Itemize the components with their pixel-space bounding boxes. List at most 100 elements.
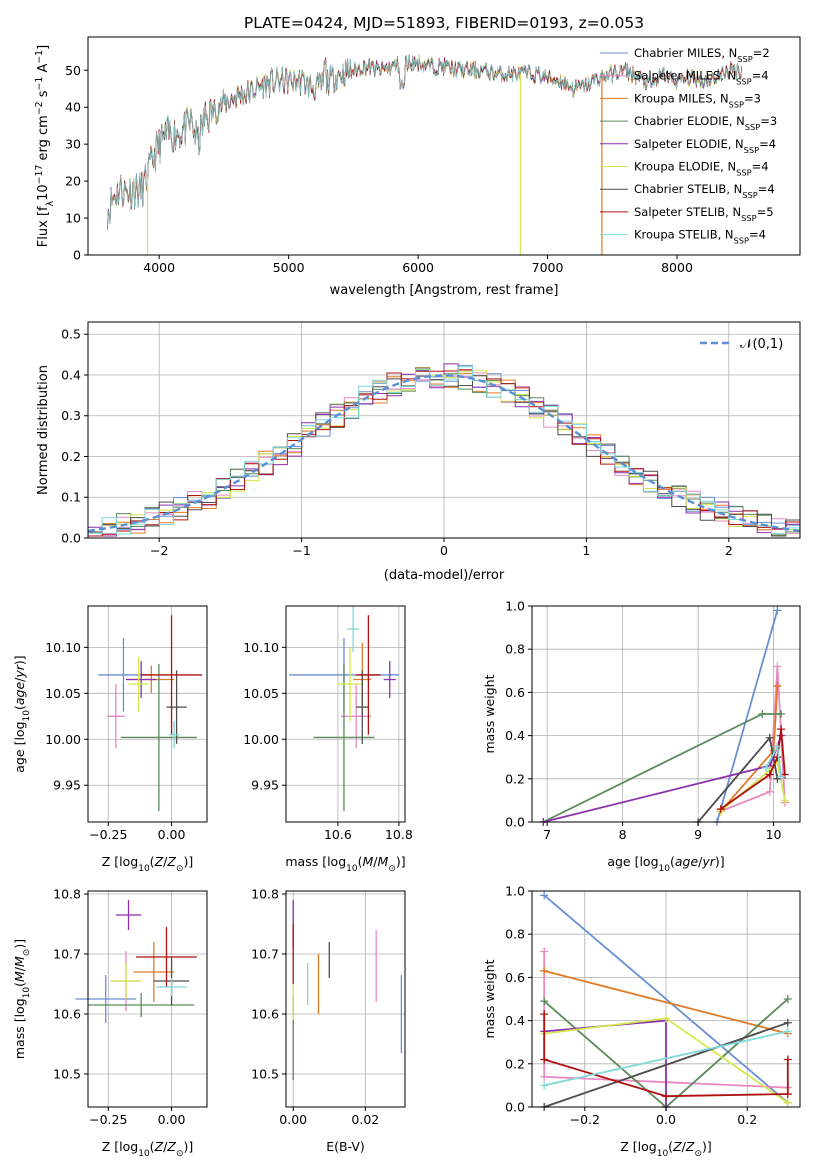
x-axis-label: E(B-V): [326, 1139, 365, 1154]
y-tick-label: 0.8: [505, 642, 525, 657]
x-tick-label: 10.6: [324, 827, 352, 842]
y-tick-label: 10.10: [45, 640, 81, 655]
y-tick-label: 0.0: [61, 531, 81, 546]
y-tick-label: 0.2: [505, 1056, 525, 1071]
x-tick-label: 0.0: [656, 1112, 676, 1127]
weight-marker-salpeter_miles: [765, 787, 774, 796]
y-tick-label: 0.4: [505, 1013, 525, 1028]
y-tick-label: 0.3: [61, 408, 81, 423]
y-tick-label: 10.6: [251, 1007, 279, 1022]
weight-marker-chabrier_miles: [540, 891, 549, 900]
plot-frame: [87, 36, 801, 256]
x-axis-label: (data-model)/error: [384, 568, 505, 583]
x-axis-label: age [log10(age/yr)]: [607, 854, 724, 874]
weight-marker-chabrier_elodie: [777, 710, 786, 718]
weight-marker-salpeter_stelib: [783, 1090, 792, 1099]
y-tick-label: 10.10: [243, 640, 279, 655]
y-tick-label: 9.95: [53, 778, 81, 793]
weight-marker-chabrier_miles: [773, 606, 782, 615]
y-tick-label: 1.0: [505, 884, 525, 899]
y-tick-label: 10.8: [251, 887, 279, 902]
x-tick-label: 4000: [143, 260, 175, 275]
spectrum-panel: 4000 5000 6000 7000 8000 0 10 20 30 40 50 wavelengt…: [34, 36, 801, 298]
weight-marker-salpeter_stelib: [777, 725, 786, 734]
weight-marker-chabrier_elodie: [758, 710, 767, 718]
mass-vs-ebv-panel: 0.00 0.02 10.5 10.6 10.7 10.8 E(B-V): [251, 887, 406, 1154]
y-tick-label: 10.05: [45, 686, 81, 701]
y-tick-label: 0.6: [505, 970, 525, 985]
weight-marker-chabrier_elodie: [783, 995, 792, 1003]
x-tick-label: 7: [543, 827, 551, 842]
weight-marker-kroupa_stelib: [783, 1027, 792, 1036]
age-vs-z-panel: −0.25 0.00 9.95 10.00 10.05 10.10 Z [log10(Z/Z…: [12, 605, 208, 874]
weight-line-kroupa_miles: [543, 970, 789, 1035]
x-tick-label: 6000: [402, 260, 434, 275]
y-tick-label: 1.0: [505, 599, 525, 614]
y-axis-label: Flux [fλ10−17 erg cm−2 s−1 A−1]: [34, 45, 56, 247]
x-tick-label: 2: [725, 543, 733, 558]
y-axis-label: mass [log10(M/M⊙)]: [12, 939, 32, 1059]
legend-entry: 𝒩(0,1): [740, 337, 783, 352]
spectrum-line-kroupa_stelib: [107, 54, 743, 231]
weight-marker-kroupa_miles: [773, 681, 782, 690]
weight-marker-salpeter_stelib: [765, 770, 774, 779]
weight-marker-salpeter_stelib: [540, 1055, 549, 1064]
weight-marker-salpeter_stelib: [783, 1055, 792, 1064]
x-tick-label: −0.2: [570, 1112, 600, 1127]
weight-marker-salpeter_miles: [773, 662, 782, 671]
weight-marker-chabrier_stelib: [765, 733, 774, 742]
x-axis-label: Z [log10(Z/Z⊙)]: [102, 854, 194, 874]
legend-entry: Chabrier MILES, NSSP=2: [634, 46, 770, 64]
normal-curve: [87, 374, 801, 533]
x-tick-label: 0.02: [351, 1112, 379, 1127]
x-axis-label: Z [log10(Z/Z⊙)]: [102, 1139, 194, 1159]
legend-entry: Chabrier STELIB, NSSP=4: [634, 182, 775, 200]
legend-entry: Kroupa MILES, NSSP=3: [634, 91, 761, 109]
weight-marker-salpeter_stelib: [662, 1092, 670, 1101]
legend-entry: Kroupa STELIB, NSSP=4: [634, 228, 766, 246]
weight-marker-salpeter_stelib: [773, 753, 782, 762]
y-tick-label: 10.00: [243, 732, 279, 747]
y-axis-label: Normed distribution: [36, 365, 51, 495]
weight-marker-kroupa_stelib: [762, 764, 771, 772]
figure-title: PLATE=0424, MJD=51893, FIBERID=0193, z=0…: [244, 14, 644, 32]
weight-marker-salpeter_stelib: [540, 1010, 549, 1019]
plot-frame: [285, 605, 406, 823]
x-tick-label: 0: [440, 543, 448, 558]
y-tick-label: 10.00: [45, 732, 81, 747]
y-tick-label: 0.5: [61, 327, 81, 342]
x-tick-label: 8000: [661, 260, 693, 275]
legend-entry: Kroupa ELODIE, NSSP=4: [634, 160, 769, 178]
weight-vs-age-panel: 7 8 9 10 0.0 0.2 0.4 0.6 0.8 1.0 age [log10(age/yr…: [482, 599, 801, 874]
y-tick-label: 0.4: [61, 367, 81, 382]
weight-marker-kroupa_elodie: [783, 1098, 792, 1107]
x-tick-label: −0.25: [89, 827, 127, 842]
y-tick-label: 10.5: [251, 1067, 279, 1082]
x-tick-label: 5000: [273, 260, 305, 275]
weight-line-chabrier_stelib: [543, 1021, 789, 1108]
x-tick-label: 1: [582, 543, 590, 558]
y-tick-label: 0.4: [505, 728, 525, 743]
y-tick-label: 10.5: [53, 1067, 81, 1082]
mass-vs-z-panel: −0.25 0.00 10.5 10.6 10.7 10.8 Z [log10(Z/Z⊙)]…: [12, 887, 208, 1159]
weight-marker-salpeter_miles: [540, 1072, 549, 1081]
x-axis-label: Z [log10(Z/Z⊙)]: [620, 1139, 712, 1159]
y-tick-label: 10.8: [53, 887, 81, 902]
weight-line-kroupa_stelib: [544, 1030, 788, 1087]
legend-entry: Salpeter MILES, NSSP=4: [634, 69, 769, 87]
x-tick-label: −0.25: [89, 1112, 127, 1127]
weight-marker-chabrier_stelib: [783, 1018, 792, 1027]
x-axis-label: mass [log10(M/M⊙)]: [285, 854, 405, 874]
y-tick-label: 30: [65, 137, 81, 152]
y-tick-label: 0.8: [505, 927, 525, 942]
weight-line-salpeter_miles: [720, 666, 786, 813]
histogram-kroupa_stelib: [88, 366, 800, 535]
y-axis-label: mass weight: [482, 674, 497, 753]
y-tick-label: 0.6: [505, 685, 525, 700]
x-tick-label: 8: [619, 827, 627, 842]
y-tick-label: 0: [73, 248, 81, 263]
y-tick-label: 20: [65, 174, 81, 189]
plot-frame: [531, 605, 801, 823]
y-tick-label: 0.0: [505, 1100, 525, 1115]
